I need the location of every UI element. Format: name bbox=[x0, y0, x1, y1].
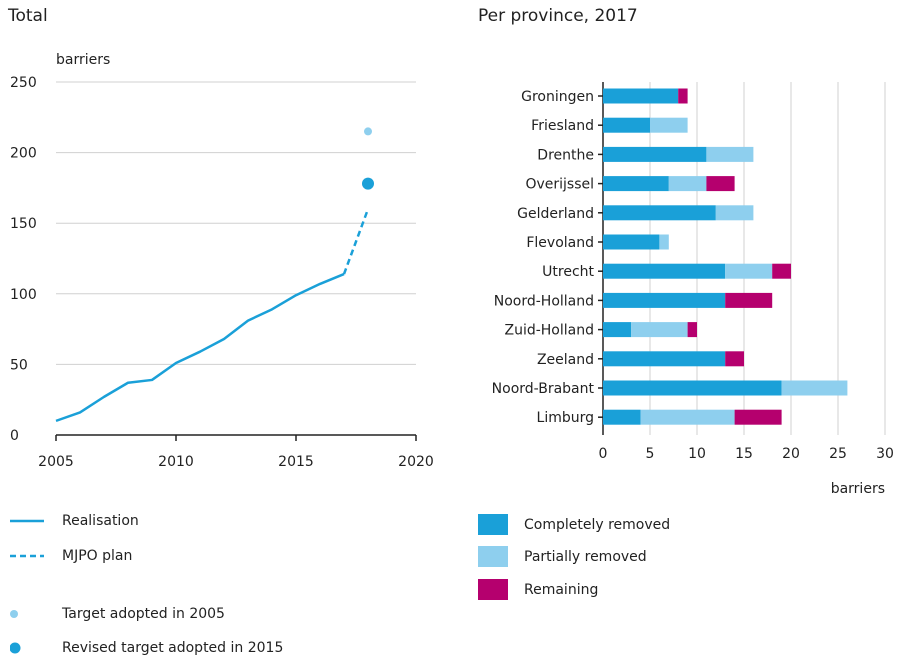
category-label: Flevoland bbox=[526, 235, 594, 251]
category-label: Zeeland bbox=[537, 352, 594, 368]
x-tick-label: 15 bbox=[735, 446, 753, 462]
x-axis-label: barriers bbox=[831, 481, 885, 497]
y-axis-label: barriers bbox=[56, 52, 110, 68]
legend-item-realisation: Realisation bbox=[10, 513, 139, 529]
bar-completely-removed bbox=[603, 409, 641, 425]
x-tick-label: 5 bbox=[646, 446, 655, 462]
bar-completely-removed bbox=[603, 234, 660, 250]
category-label: Drenthe bbox=[537, 147, 594, 163]
category-label: Noord-Brabant bbox=[492, 381, 595, 397]
legend-label: Partially removed bbox=[524, 548, 647, 565]
legend-label: Target adopted in 2005 bbox=[62, 606, 225, 622]
legend-box-light-icon bbox=[478, 546, 508, 567]
bar-partially-removed bbox=[706, 146, 754, 162]
bar-remaining bbox=[772, 263, 791, 279]
bar-completely-removed bbox=[603, 146, 707, 162]
x-tick-label: 20 bbox=[782, 446, 800, 462]
bar-completely-removed bbox=[603, 117, 650, 133]
bar-completely-removed bbox=[603, 88, 679, 104]
x-tick-label: 0 bbox=[599, 446, 608, 462]
bar-partially-removed bbox=[715, 205, 754, 221]
category-label: Groningen bbox=[521, 89, 594, 105]
legend-label: MJPO plan bbox=[62, 548, 133, 564]
legend-large-dot-icon bbox=[10, 642, 21, 654]
bar-remaining bbox=[706, 176, 735, 192]
target-2005-point bbox=[364, 127, 372, 136]
legend-item-mjpo-plan: MJPO plan bbox=[10, 548, 132, 564]
y-tick-label: 200 bbox=[10, 146, 37, 162]
bar-partially-removed bbox=[725, 263, 773, 279]
bar-remaining bbox=[687, 322, 697, 338]
bar-remaining bbox=[725, 292, 773, 308]
legend-item-completely-removed: Completely removed bbox=[478, 514, 670, 535]
x-tick-label: 2010 bbox=[158, 454, 194, 470]
category-label: Friesland bbox=[531, 118, 594, 134]
legend-label: Completely removed bbox=[524, 516, 671, 533]
legend-label: Realisation bbox=[62, 513, 139, 529]
realisation-line bbox=[55, 272, 345, 423]
bar-completely-removed bbox=[603, 351, 726, 367]
y-tick-label: 250 bbox=[10, 75, 37, 91]
category-label: Zuid-Holland bbox=[504, 323, 594, 339]
mjpo-plan-line bbox=[342, 208, 370, 275]
bar-completely-removed bbox=[603, 176, 669, 192]
bar-chart-title: Per province, 2017 bbox=[478, 6, 638, 26]
y-tick-label: 50 bbox=[10, 357, 28, 373]
bar-partially-removed bbox=[631, 322, 688, 338]
y-tick-label: 0 bbox=[10, 428, 19, 444]
bar-remaining bbox=[678, 88, 688, 104]
bar-remaining bbox=[734, 409, 782, 425]
legend-item-revised-target: Revised target adopted in 2015 bbox=[10, 640, 283, 656]
line-chart-title: Total bbox=[8, 6, 48, 26]
category-label: Gelderland bbox=[517, 206, 594, 222]
legend-label: Remaining bbox=[524, 581, 599, 598]
category-label: Utrecht bbox=[542, 264, 594, 280]
bar-partially-removed bbox=[781, 380, 848, 396]
legend-label: Revised target adopted in 2015 bbox=[62, 640, 284, 656]
category-label: Limburg bbox=[537, 410, 594, 426]
legend-box-remaining-icon bbox=[478, 579, 508, 600]
x-tick-label: 25 bbox=[829, 446, 847, 462]
x-tick-label: 10 bbox=[688, 446, 706, 462]
legend-small-dot-icon bbox=[10, 610, 18, 618]
bar-partially-removed bbox=[668, 176, 707, 192]
bar-completely-removed bbox=[603, 380, 782, 396]
category-label: Noord-Holland bbox=[494, 293, 594, 309]
y-tick-label: 150 bbox=[10, 216, 37, 232]
bar-completely-removed bbox=[603, 205, 716, 221]
y-tick-label: 100 bbox=[10, 287, 37, 303]
legend-solid-line-icon bbox=[10, 519, 44, 523]
x-tick-label: 2015 bbox=[278, 454, 314, 470]
x-tick-label: 2005 bbox=[38, 454, 74, 470]
legend-item-partially-removed: Partially removed bbox=[478, 546, 647, 567]
bar-partially-removed bbox=[640, 409, 735, 425]
legend-item-remaining: Remaining bbox=[478, 579, 598, 600]
legend-box-dark-icon bbox=[478, 514, 508, 535]
bar-remaining bbox=[725, 351, 744, 367]
bar-partially-removed bbox=[659, 234, 669, 250]
bar-partially-removed bbox=[650, 117, 688, 133]
bar-completely-removed bbox=[603, 322, 632, 338]
bar-completely-removed bbox=[603, 263, 726, 279]
revised-target-point bbox=[362, 177, 374, 190]
x-tick-label: 2020 bbox=[398, 454, 434, 470]
bar-completely-removed bbox=[603, 292, 726, 308]
legend-item-target-2005: Target adopted in 2005 bbox=[10, 606, 225, 622]
x-tick-label: 30 bbox=[876, 446, 894, 462]
category-label: Overijssel bbox=[525, 177, 594, 193]
legend-dashed-line-icon bbox=[10, 554, 44, 558]
